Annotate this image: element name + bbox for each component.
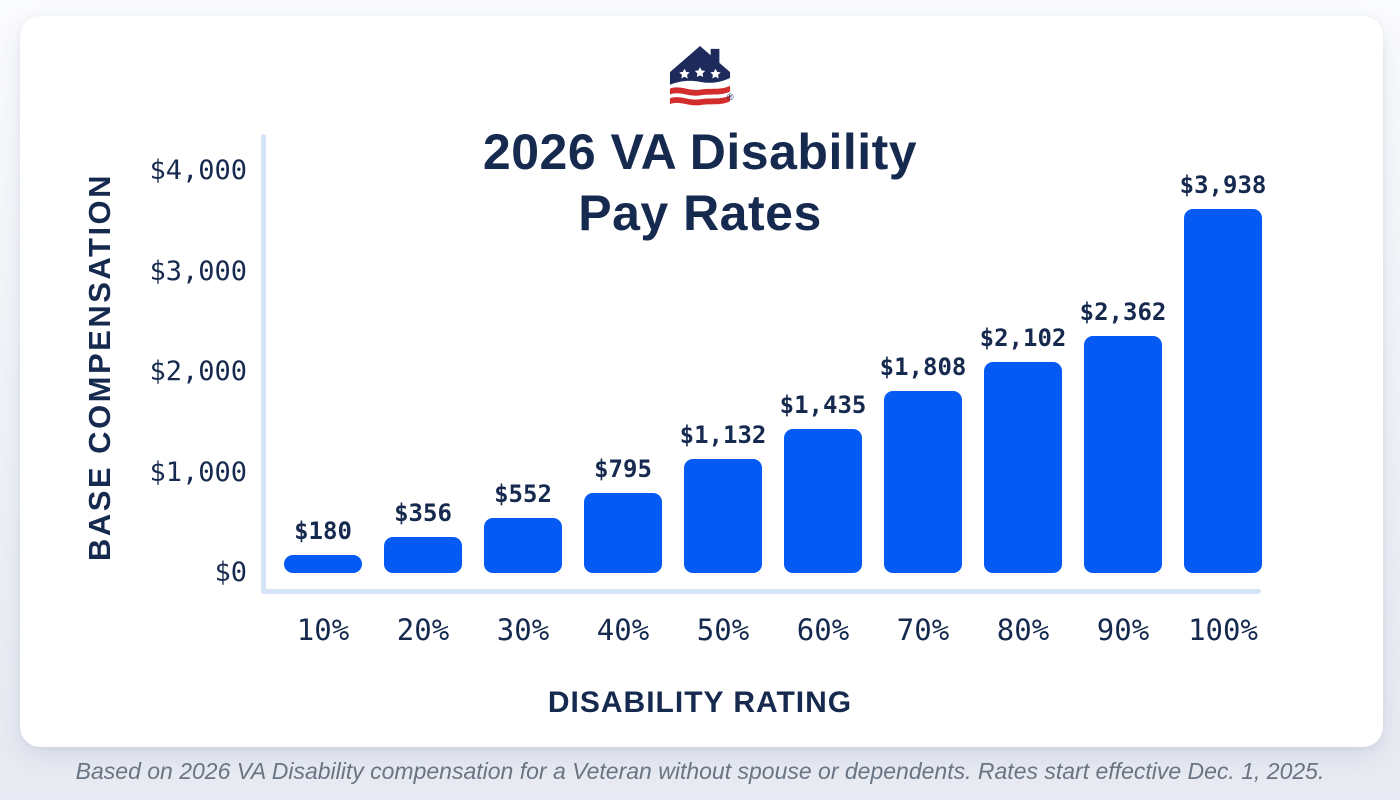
bar-value-label: $552 [494, 480, 552, 508]
chart-title-line1: 2026 VA Disability [482, 124, 918, 180]
x-tick-label: 100% [1188, 613, 1258, 647]
x-tick-label: 50% [696, 613, 750, 647]
x-tick-label: 90% [1096, 613, 1150, 647]
y-tick-label: $2,000 [149, 356, 247, 387]
x-tick-label: 10% [296, 613, 350, 647]
bar-value-label: $1,132 [679, 421, 767, 449]
y-tick-label: $4,000 [149, 155, 247, 186]
bar-series: $180 $356 $552 $795 $1,132 $1,435 $1,808 $2,102… [273, 171, 1273, 573]
bar-column: $2,102 [973, 171, 1073, 573]
chart-title: 2026 VA Disability Pay Rates [0, 122, 1400, 244]
bar-column: $1,808 [873, 171, 973, 573]
bar-column: $3,938 [1173, 171, 1273, 573]
bar [1084, 336, 1162, 573]
x-axis-tick-labels: 10% 20% 30% 40% 50% 60% 70% 80% 90% 100% [273, 613, 1273, 647]
y-tick-label: $3,000 [149, 256, 247, 287]
bar [1184, 209, 1262, 573]
bar-value-label: $2,362 [1079, 298, 1167, 326]
footer-note: Based on 2026 VA Disability compensation… [75, 758, 1325, 784]
x-tick-label: 30% [496, 613, 550, 647]
bar-value-label: $2,102 [979, 324, 1067, 352]
x-tick-label: 80% [996, 613, 1050, 647]
bar-value-label: $1,435 [779, 391, 867, 419]
bar [584, 493, 662, 573]
y-tick-label: $1,000 [149, 457, 247, 488]
bar-column: $356 [373, 171, 473, 573]
bar-value-label: $1,808 [879, 353, 967, 381]
bar [784, 429, 862, 573]
bar [384, 537, 462, 573]
bar-column: $795 [573, 171, 673, 573]
bar-value-label: $795 [594, 455, 652, 483]
x-tick-label: 20% [396, 613, 450, 647]
y-tick-label: $0 [214, 557, 247, 588]
bar-column: $2,362 [1073, 171, 1173, 573]
bar [284, 555, 362, 573]
x-axis-line [261, 589, 1261, 594]
house-flag-logo-icon [669, 45, 731, 106]
bar [984, 362, 1062, 573]
bar-column: $180 [273, 171, 373, 573]
bar-column: $552 [473, 171, 573, 573]
x-tick-label: 70% [896, 613, 950, 647]
y-axis-line [261, 134, 266, 594]
x-axis-title: DISABILITY RATING [547, 686, 853, 719]
bar-column: $1,435 [773, 171, 873, 573]
bar-value-label: $3,938 [1179, 171, 1267, 199]
bar [884, 391, 962, 573]
bar-column: $1,132 [673, 171, 773, 573]
chart-title-line2: Pay Rates [578, 185, 822, 241]
registered-trademark-mark: ® [727, 92, 734, 102]
x-tick-label: 60% [796, 613, 850, 647]
bar-value-label: $356 [394, 499, 452, 527]
bar-value-label: $180 [294, 517, 352, 545]
bar [484, 518, 562, 573]
bar [684, 459, 762, 573]
x-tick-label: 40% [596, 613, 650, 647]
